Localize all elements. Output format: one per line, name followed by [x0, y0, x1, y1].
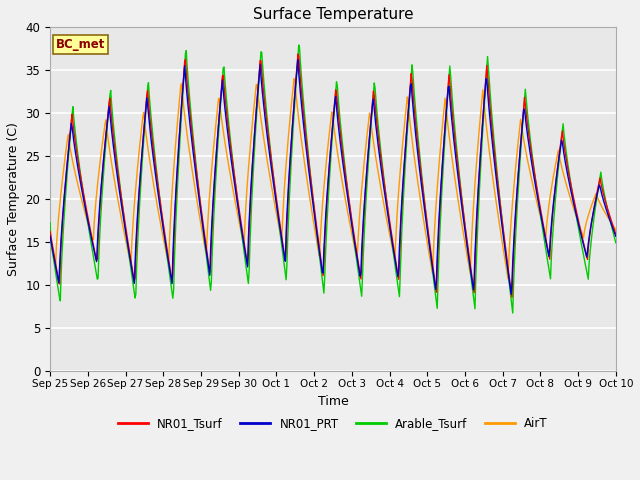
Y-axis label: Surface Temperature (C): Surface Temperature (C) [7, 122, 20, 276]
Text: BC_met: BC_met [56, 37, 105, 50]
X-axis label: Time: Time [317, 395, 348, 408]
Legend: NR01_Tsurf, NR01_PRT, Arable_Tsurf, AirT: NR01_Tsurf, NR01_PRT, Arable_Tsurf, AirT [113, 412, 552, 434]
Title: Surface Temperature: Surface Temperature [253, 7, 413, 22]
